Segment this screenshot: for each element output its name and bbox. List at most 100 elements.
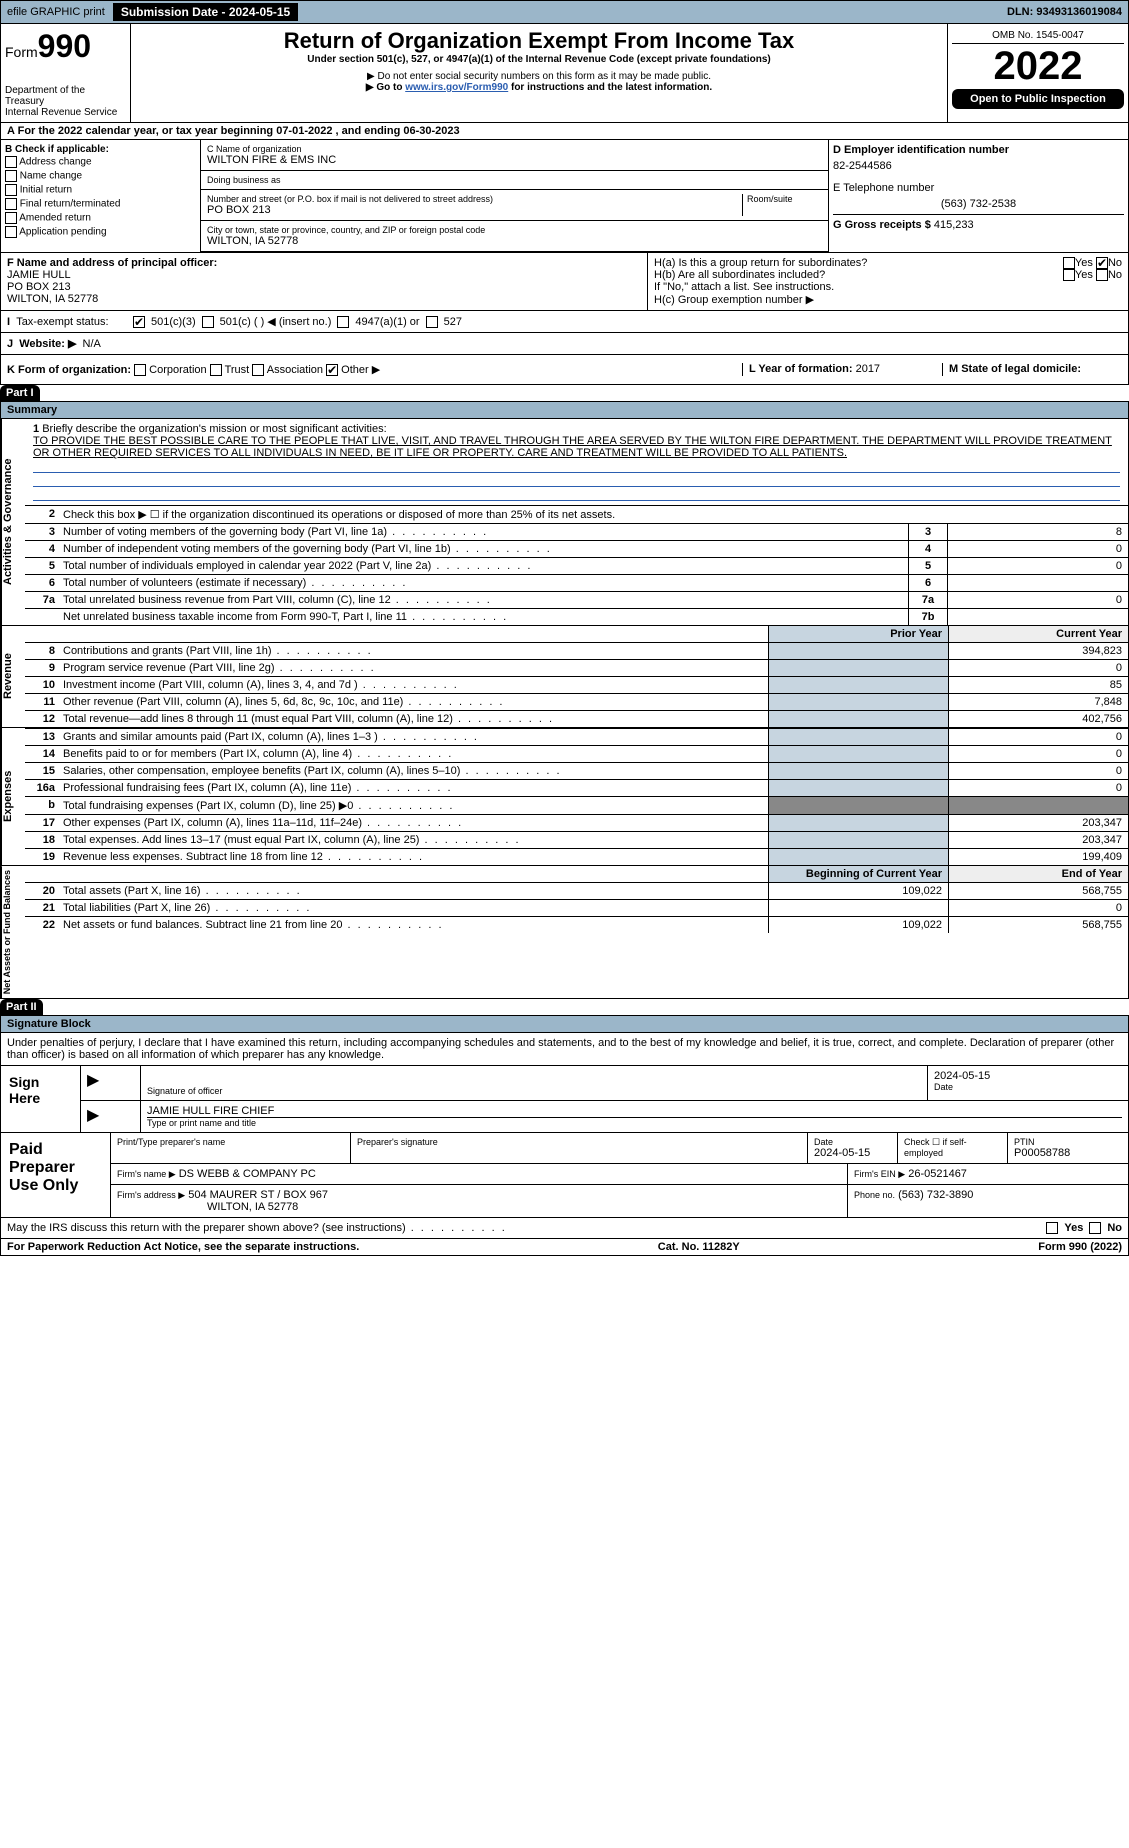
may-irs-yes[interactable] xyxy=(1046,1222,1058,1234)
officer-name: JAMIE HULL xyxy=(7,269,641,281)
org-name: WILTON FIRE & EMS INC xyxy=(207,154,822,166)
identification-section: A For the 2022 calendar year, or tax yea… xyxy=(0,123,1129,311)
q1-label: Briefly describe the organization's miss… xyxy=(42,423,386,435)
dln-label: DLN: 93493136019084 xyxy=(1007,6,1122,18)
page-footer: For Paperwork Reduction Act Notice, see … xyxy=(0,1239,1129,1256)
prior-value xyxy=(768,849,948,865)
irs-link[interactable]: www.irs.gov/Form990 xyxy=(405,82,508,93)
sig-date-label: Date xyxy=(934,1082,1122,1092)
cbx-501c[interactable] xyxy=(202,316,214,328)
officer-addr1: PO BOX 213 xyxy=(7,281,641,293)
hb-yes[interactable] xyxy=(1063,269,1075,281)
cbx-4947[interactable] xyxy=(337,316,349,328)
prior-value xyxy=(768,694,948,710)
cbx-other[interactable] xyxy=(326,364,338,376)
line-value: 0 xyxy=(948,558,1128,574)
firm-addr2: WILTON, IA 52778 xyxy=(117,1201,841,1213)
cbx-final-return[interactable]: Final return/terminated xyxy=(5,197,196,211)
irs-label: Internal Revenue Service xyxy=(5,107,126,118)
cbx-initial-return[interactable]: Initial return xyxy=(5,183,196,197)
line-text: Total unrelated business revenue from Pa… xyxy=(59,592,908,608)
city-label: City or town, state or province, country… xyxy=(207,225,822,235)
footer-left: For Paperwork Reduction Act Notice, see … xyxy=(7,1241,359,1253)
paid-preparer-label: Paid Preparer Use Only xyxy=(1,1133,111,1217)
cbx-501c3[interactable] xyxy=(133,316,145,328)
line-ref: 7b xyxy=(908,609,948,625)
footer-mid: Cat. No. 11282Y xyxy=(658,1241,740,1253)
arrow-icon: ▶ xyxy=(87,1072,99,1089)
may-irs-no[interactable] xyxy=(1089,1222,1101,1234)
d-ein-label: D Employer identification number xyxy=(833,144,1124,156)
top-bar: efile GRAPHIC print Submission Date - 20… xyxy=(0,0,1129,24)
begin-value: 109,022 xyxy=(768,917,948,933)
check-self-employed[interactable]: Check ☐ if self-employed xyxy=(898,1133,1008,1163)
efile-label: efile GRAPHIC print xyxy=(7,6,105,18)
may-irs-row: May the IRS discuss this return with the… xyxy=(0,1218,1129,1239)
summary-net: Net Assets or Fund Balances Beginning of… xyxy=(0,866,1129,999)
line-text: Net unrelated business taxable income fr… xyxy=(59,609,908,625)
cbx-assoc[interactable] xyxy=(252,364,264,376)
hb-label: H(b) Are all subordinates included? xyxy=(654,269,1063,281)
cbx-trust[interactable] xyxy=(210,364,222,376)
current-value: 0 xyxy=(948,729,1128,745)
ha-no[interactable] xyxy=(1096,257,1108,269)
q2-text: Check this box ▶ ☐ if the organization d… xyxy=(59,506,1128,523)
tax-status-label: Tax-exempt status: xyxy=(16,316,108,328)
current-value: 402,756 xyxy=(948,711,1128,727)
current-value: 0 xyxy=(948,763,1128,779)
line-text: Total liabilities (Part X, line 26) xyxy=(59,900,768,916)
cbx-corp[interactable] xyxy=(134,364,146,376)
current-value: 0 xyxy=(948,746,1128,762)
end-value: 568,755 xyxy=(948,883,1128,899)
prior-value xyxy=(768,677,948,693)
line-text: Program service revenue (Part VIII, line… xyxy=(59,660,768,676)
cbx-527[interactable] xyxy=(426,316,438,328)
website-row: J Website: ▶ N/A xyxy=(0,333,1129,355)
prior-value xyxy=(768,746,948,762)
col-begin-year: Beginning of Current Year xyxy=(768,866,948,882)
begin-value xyxy=(768,900,948,916)
officer-print-name: JAMIE HULL FIRE CHIEF xyxy=(147,1105,1122,1117)
line-text: Benefits paid to or for members (Part IX… xyxy=(59,746,768,762)
e-phone-label: E Telephone number xyxy=(833,182,1124,194)
prep-name-label: Print/Type preparer's name xyxy=(117,1137,344,1147)
room-label: Room/suite xyxy=(747,194,822,204)
cbx-app-pending[interactable]: Application pending xyxy=(5,225,196,239)
city-value: WILTON, IA 52778 xyxy=(207,235,822,247)
ha-label: H(a) Is this a group return for subordin… xyxy=(654,257,1063,269)
l-value: 2017 xyxy=(856,363,880,375)
cbx-address-change[interactable]: Address change xyxy=(5,155,196,169)
line-ref: 7a xyxy=(908,592,948,608)
ptin-value: P00058788 xyxy=(1014,1147,1122,1159)
k-form-org-row: K Form of organization: Corporation Trus… xyxy=(0,355,1129,385)
g-gross-value: 415,233 xyxy=(934,219,974,231)
end-value: 568,755 xyxy=(948,917,1128,933)
f-officer-label: F Name and address of principal officer: xyxy=(7,257,641,269)
cbx-name-change[interactable]: Name change xyxy=(5,169,196,183)
cbx-amended[interactable]: Amended return xyxy=(5,211,196,225)
hc-label: H(c) Group exemption number ▶ xyxy=(654,293,1122,306)
line-value: 8 xyxy=(948,524,1128,540)
d-ein-value: 82-2544586 xyxy=(833,156,1124,182)
firm-name-label: Firm's name ▶ xyxy=(117,1169,176,1179)
side-revenue: Revenue xyxy=(1,626,25,727)
form-title: Return of Organization Exempt From Incom… xyxy=(135,28,943,54)
prior-value xyxy=(768,643,948,659)
ha-yes[interactable] xyxy=(1063,257,1075,269)
line-text: Net assets or fund balances. Subtract li… xyxy=(59,917,768,933)
mission-text: TO PROVIDE THE BEST POSSIBLE CARE TO THE… xyxy=(33,435,1120,459)
hb-no[interactable] xyxy=(1096,269,1108,281)
firm-ein-label: Firm's EIN ▶ xyxy=(854,1169,905,1179)
dba-label: Doing business as xyxy=(207,175,822,185)
prior-value xyxy=(768,711,948,727)
submission-date-button[interactable]: Submission Date - 2024-05-15 xyxy=(113,3,298,21)
type-name-label: Type or print name and title xyxy=(147,1117,1122,1128)
firm-addr-label: Firm's address ▶ xyxy=(117,1190,185,1200)
g-gross-label: G Gross receipts $ xyxy=(833,219,931,231)
current-value: 7,848 xyxy=(948,694,1128,710)
summary-expenses: Expenses 13Grants and similar amounts pa… xyxy=(0,728,1129,866)
line-value xyxy=(948,609,1128,625)
current-value: 85 xyxy=(948,677,1128,693)
may-irs-text: May the IRS discuss this return with the… xyxy=(7,1222,1040,1234)
line-value: 0 xyxy=(948,592,1128,608)
